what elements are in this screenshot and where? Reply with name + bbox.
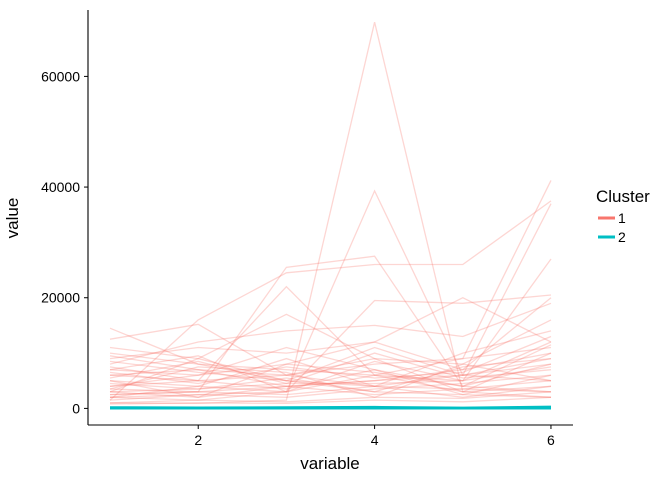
legend-title: Cluster [596,187,650,206]
cluster-1-line [109,255,552,393]
cluster-1-line [109,363,552,398]
cluster-1-line [109,360,552,387]
cluster-1-line [109,346,552,387]
cluster-2-line [109,405,552,409]
cluster-1-line [109,323,552,393]
cluster-1-line [109,313,552,393]
x-tick-label: 6 [547,432,555,448]
x-axis-title: variable [300,454,360,473]
cluster-1-line [109,200,552,401]
cluster-1-line [109,352,552,398]
cluster-1-line [109,180,552,387]
cluster-1-line [109,357,552,393]
cluster-1-line [109,374,552,401]
cluster-1-line [109,335,552,385]
cluster-1-line [109,352,552,387]
cluster-1-line [109,297,552,371]
cluster-1-line [109,396,552,405]
x-tick-label: 2 [194,432,202,448]
cluster-1-line [109,22,552,405]
cluster-1-line [109,355,552,393]
legend: Cluster 1 2 [596,187,650,245]
cluster-1-line [109,346,552,382]
cluster-1-line [109,296,552,376]
cluster-1-line [109,352,552,385]
cluster-1-line [109,319,552,376]
y-tick-label: 20000 [41,290,80,306]
cluster-1-line [109,344,552,398]
cluster-1-line [109,302,552,365]
cluster-1-line [109,346,552,393]
cluster-1-line [109,391,552,404]
cluster-1-line [109,294,552,398]
y-tick-label: 0 [72,400,80,416]
cluster-1-line [109,380,552,398]
plot-lines [109,22,552,410]
cluster-1-line [109,258,552,393]
legend-label-2: 2 [618,229,626,245]
legend-label-1: 1 [618,210,626,226]
y-axis-ticks: 0 20000 40000 60000 [41,68,88,416]
y-tick-label: 40000 [41,179,80,195]
x-axis-ticks: 2 4 6 [194,425,555,448]
cluster-1-line [109,341,552,382]
y-tick-label: 60000 [41,68,80,84]
cluster-1-line [109,330,552,387]
cluster-1-line [109,203,552,396]
y-axis-title: value [3,198,22,239]
cluster-1-line [109,189,552,401]
cluster-1-line [109,385,552,398]
cluster-1-line [109,369,552,396]
x-tick-label: 4 [371,432,379,448]
cluster-1-line [109,327,552,398]
